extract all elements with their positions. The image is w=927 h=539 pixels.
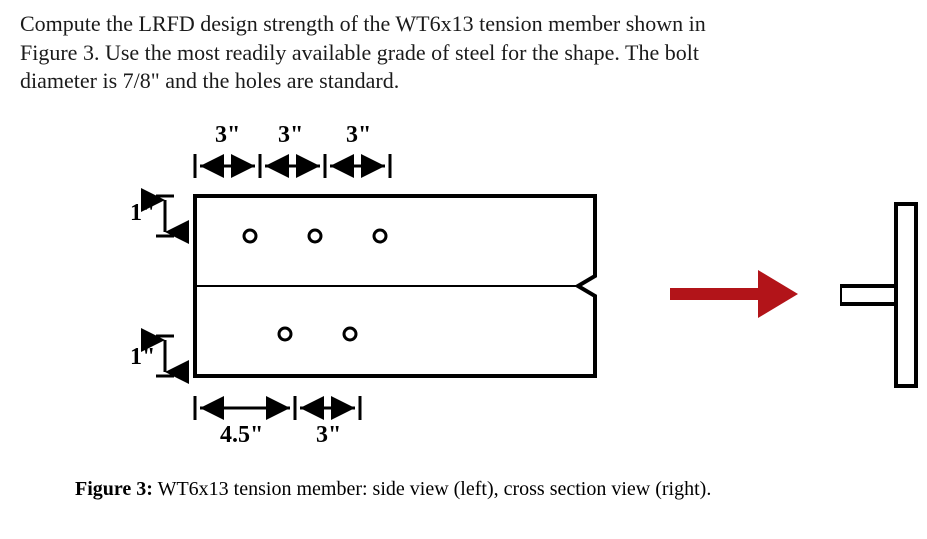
left-gauge-bottom: [156, 336, 174, 376]
problem-statement: Compute the LRFD design strength of the …: [20, 10, 820, 96]
cross-section-view: [840, 194, 920, 394]
problem-line-1: Compute the LRFD design strength of the …: [20, 11, 706, 36]
dim-top-3: 3": [346, 122, 371, 149]
bolt-hole-icon: [344, 328, 356, 340]
caption-text: WT6x13 tension member: side view (left),…: [153, 478, 711, 500]
bolt-hole-icon: [244, 230, 256, 242]
caption-label: Figure 3:: [75, 478, 153, 500]
bolt-hole-icon: [309, 230, 321, 242]
figure-caption: Figure 3: WT6x13 tension member: side vi…: [20, 478, 907, 501]
load-arrow-zone: [670, 264, 800, 324]
load-arrow-icon: [670, 264, 800, 324]
bottom-dimension-arrows: [195, 396, 360, 420]
dim-left-2: 1": [130, 344, 155, 371]
bolt-hole-icon: [279, 328, 291, 340]
side-view-svg: [20, 124, 630, 464]
dim-top-2: 3": [278, 122, 303, 149]
dim-bottom-1: 4.5": [220, 422, 263, 449]
dim-bottom-2: 3": [316, 422, 341, 449]
member-outline: [195, 196, 595, 376]
problem-line-2: Figure 3. Use the most readily available…: [20, 40, 699, 65]
bolt-hole-icon: [374, 230, 386, 242]
dim-top-1: 3": [215, 122, 240, 149]
side-view: 3" 3" 3" 1" 1" 4.5" 3": [20, 124, 630, 464]
dim-left-1: 1": [130, 200, 155, 227]
tee-section-icon: [840, 194, 920, 394]
left-gauge-top: [156, 196, 174, 236]
figure-area: 3" 3" 3" 1" 1" 4.5" 3": [20, 124, 907, 464]
problem-line-3: diameter is 7/8" and the holes are stand…: [20, 68, 399, 93]
top-dimension-arrows: [195, 154, 390, 178]
